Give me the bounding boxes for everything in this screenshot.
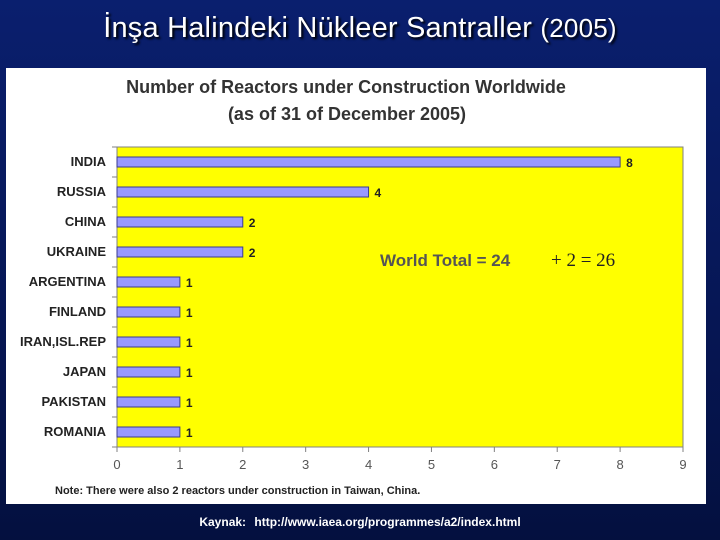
value-label: 1 bbox=[186, 306, 193, 320]
bar-japan bbox=[116, 366, 181, 378]
chart-subtitle: (as of 31 of December 2005) bbox=[228, 104, 466, 124]
bar-pakistan bbox=[116, 396, 181, 408]
value-label: 1 bbox=[186, 366, 193, 380]
chart-note: Note: There were also 2 reactors under c… bbox=[55, 485, 420, 497]
chart-panel: Number of Reactors under Construction Wo… bbox=[6, 68, 706, 504]
x-tick-label: 7 bbox=[554, 457, 561, 472]
value-label: 2 bbox=[249, 246, 256, 260]
chart-title: Number of Reactors under Construction Wo… bbox=[126, 77, 566, 97]
category-label: RUSSIA bbox=[57, 184, 107, 199]
category-label: ARGENTINA bbox=[29, 274, 107, 289]
category-label: IRAN,ISL.REP bbox=[20, 334, 106, 349]
category-labels-group: INDIA RUSSIA CHINA UKRAINE ARGENTINA FINLAND I… bbox=[20, 154, 107, 439]
value-label: 1 bbox=[186, 426, 193, 440]
value-label: 1 bbox=[186, 396, 193, 410]
value-label: 8 bbox=[626, 156, 633, 170]
bar-ukraine bbox=[116, 246, 244, 258]
bar-finland bbox=[116, 306, 181, 318]
x-tick-label: 3 bbox=[302, 457, 309, 472]
bar-india bbox=[116, 156, 621, 168]
category-label: ROMANIA bbox=[44, 424, 107, 439]
x-tick-label: 6 bbox=[491, 457, 498, 472]
x-tick-label: 0 bbox=[113, 457, 120, 472]
axes-group: 0 1 2 3 4 5 6 7 8 9 bbox=[112, 146, 687, 472]
x-tick-label: 9 bbox=[679, 457, 686, 472]
category-label: JAPAN bbox=[63, 364, 106, 379]
value-label: 4 bbox=[375, 186, 382, 200]
category-label: UKRAINE bbox=[47, 244, 107, 259]
slide-title: İnşa Halindeki Nükleer Santraller (2005) bbox=[0, 12, 720, 45]
source-label: Kaynak: bbox=[199, 515, 247, 529]
x-tick-label: 5 bbox=[428, 457, 435, 472]
slide-title-year: (2005) bbox=[540, 13, 617, 43]
x-tick-label: 1 bbox=[176, 457, 183, 472]
slide-title-main: İnşa Halindeki Nükleer Santraller bbox=[103, 12, 533, 44]
bar-russia bbox=[116, 186, 370, 198]
handwritten-total-annotation: + 2 = 26 bbox=[551, 250, 615, 271]
bar-china bbox=[116, 216, 244, 228]
source-footer: Kaynak: http://www.iaea.org/programmes/a… bbox=[0, 515, 720, 529]
category-label: INDIA bbox=[71, 154, 107, 169]
value-label: 1 bbox=[186, 336, 193, 350]
x-tick-label: 2 bbox=[239, 457, 246, 472]
category-label: FINLAND bbox=[49, 304, 106, 319]
bars-group bbox=[116, 156, 621, 438]
source-url: http://www.iaea.org/programmes/a2/index.… bbox=[254, 515, 521, 529]
bar-iran-isl-rep bbox=[116, 336, 181, 348]
value-label: 1 bbox=[186, 276, 193, 290]
reactor-bar-chart: Number of Reactors under Construction Wo… bbox=[20, 77, 687, 497]
bar-romania bbox=[116, 426, 181, 438]
bar-argentina bbox=[116, 276, 181, 288]
category-label: PAKISTAN bbox=[41, 394, 106, 409]
world-total-annotation: World Total = 24 bbox=[380, 251, 511, 270]
category-label: CHINA bbox=[65, 214, 107, 229]
x-tick-label: 4 bbox=[365, 457, 372, 472]
x-tick-label: 8 bbox=[616, 457, 623, 472]
value-labels-group: 8 4 2 2 1 1 1 1 1 1 bbox=[186, 156, 633, 440]
value-label: 2 bbox=[249, 216, 256, 230]
